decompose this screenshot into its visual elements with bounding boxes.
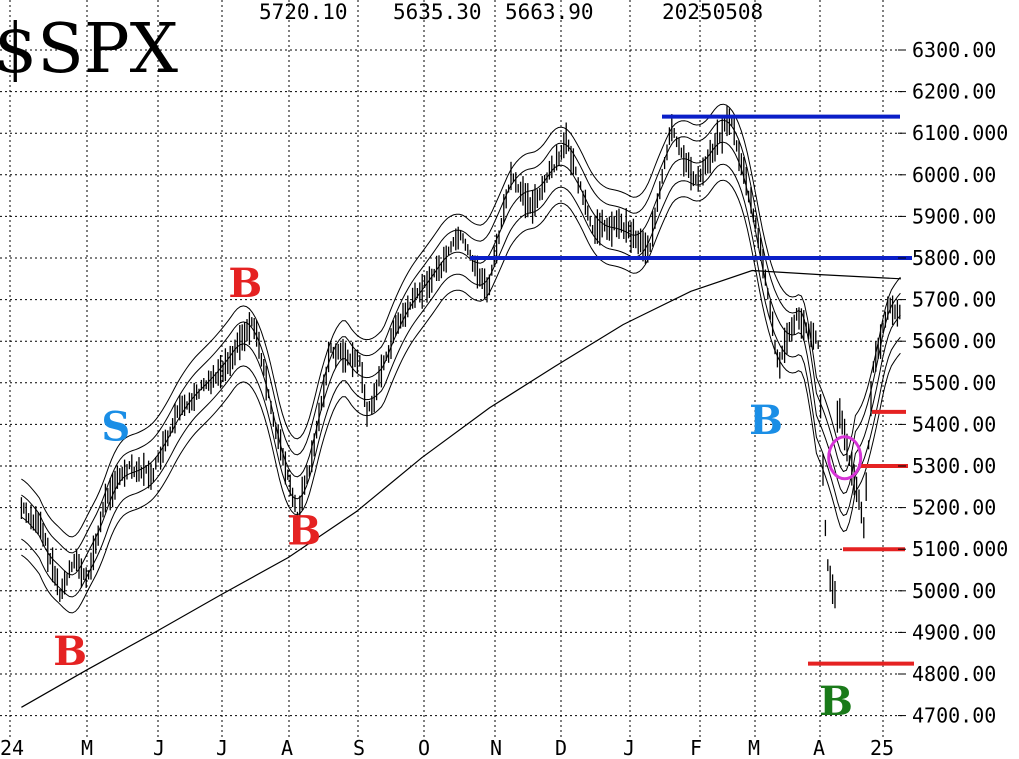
x-tick-label: J bbox=[216, 736, 228, 759]
price-series bbox=[20, 106, 902, 708]
x-tick-label: M bbox=[81, 736, 93, 759]
highlight-circle bbox=[827, 435, 863, 481]
x-tick-label: 24 bbox=[0, 736, 24, 759]
y-tick-label: 6300.00 bbox=[912, 38, 996, 62]
y-tick-label: 5500.00 bbox=[912, 371, 996, 395]
y-tick-label: 5100.000 bbox=[912, 537, 1008, 561]
signal-labels: B S B B B B bbox=[53, 260, 853, 725]
band-lower-inner bbox=[21, 163, 901, 598]
moving-average-line bbox=[21, 269, 902, 708]
y-tick-label: 5000.00 bbox=[912, 579, 996, 603]
x-tick-label: A bbox=[813, 736, 825, 759]
signal-label: B bbox=[819, 678, 853, 725]
x-tick-label: O bbox=[418, 736, 430, 759]
price-bars bbox=[20, 106, 901, 609]
x-tick-label: 25 bbox=[870, 736, 894, 759]
symbol-label: $SPX bbox=[0, 10, 179, 89]
x-tick-label: M bbox=[748, 736, 760, 759]
annotations bbox=[827, 435, 863, 481]
y-axis: 6300.00 6200.00 6100.000 6000.00 5900.00 5800… bbox=[898, 38, 1008, 728]
y-tick-label: 6200.00 bbox=[912, 80, 996, 104]
y-tick-label: 5300.00 bbox=[912, 454, 996, 478]
y-tick-label: 5700.00 bbox=[912, 288, 996, 312]
signal-label: B bbox=[228, 260, 262, 307]
x-tick-label: F bbox=[690, 736, 702, 759]
header-low: 5635.30 bbox=[393, 0, 482, 24]
y-tick-label: 5600.00 bbox=[912, 329, 996, 353]
header-close: 5663.90 bbox=[505, 0, 594, 24]
y-tick-label: 5200.00 bbox=[912, 496, 996, 520]
y-tick-label: 6000.00 bbox=[912, 163, 996, 187]
x-tick-label: J bbox=[623, 736, 635, 759]
header-date: 20250508 bbox=[662, 0, 763, 24]
signal-label: B bbox=[53, 628, 87, 675]
x-tick-label: D bbox=[555, 736, 567, 759]
y-tick-label: 6100.000 bbox=[912, 121, 1008, 145]
signal-label: S bbox=[101, 404, 130, 451]
y-tick-label: 5900.00 bbox=[912, 204, 996, 228]
y-tick-label: 5800.00 bbox=[912, 246, 996, 270]
y-tick-label: 5400.00 bbox=[912, 412, 996, 436]
band-upper-outer bbox=[21, 103, 901, 538]
x-tick-label: S bbox=[353, 736, 365, 759]
band-lower-outer bbox=[21, 179, 901, 614]
x-tick-label: J bbox=[153, 736, 165, 759]
grid bbox=[0, 0, 905, 740]
y-tick-label: 4800.00 bbox=[912, 662, 996, 686]
x-tick-label: N bbox=[490, 736, 502, 759]
y-tick-label: 4700.00 bbox=[912, 704, 996, 728]
signal-label: B bbox=[749, 397, 783, 444]
x-tick-label: A bbox=[281, 736, 293, 759]
x-axis: 24 M J J A S O N D J F M A 25 bbox=[0, 736, 894, 759]
signal-label: B bbox=[287, 508, 321, 555]
header-high: 5720.10 bbox=[259, 0, 348, 24]
y-tick-label: 4900.00 bbox=[912, 620, 996, 644]
